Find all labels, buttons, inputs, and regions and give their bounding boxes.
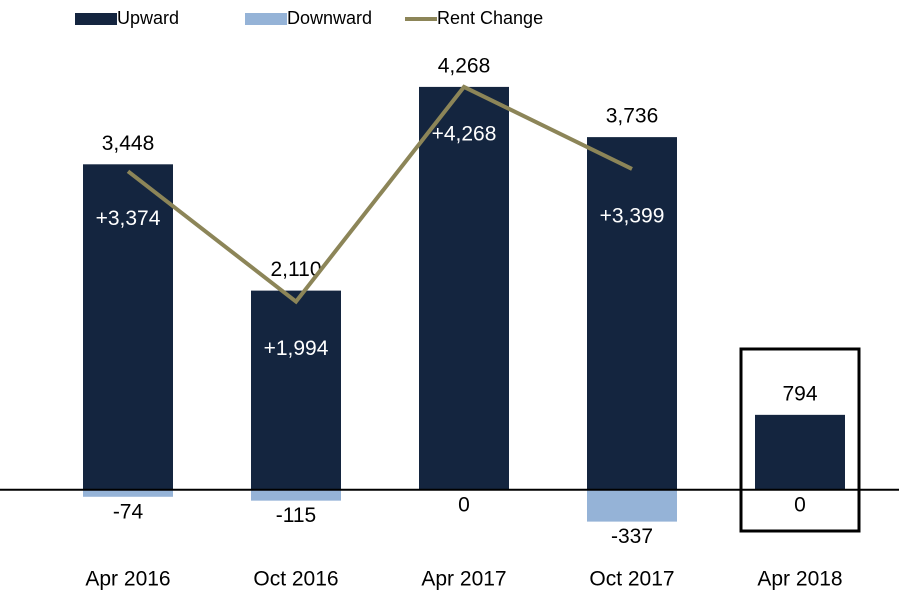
value-label: -337 — [611, 525, 653, 548]
legend-label: Downward — [287, 8, 372, 28]
value-label: 3,736 — [606, 105, 659, 128]
value-label: 794 — [782, 382, 817, 405]
x-tick-label: Apr 2017 — [421, 568, 506, 591]
line — [126, 84, 633, 305]
value-label: 4,268 — [438, 54, 491, 77]
value-label: 3,448 — [102, 132, 155, 155]
x-tick-label: Oct 2017 — [589, 568, 674, 591]
legend-label: Rent Change — [437, 8, 543, 28]
value-label: 0 — [794, 493, 806, 516]
highlight-box — [739, 347, 861, 533]
value-label: 2,110 — [271, 258, 322, 281]
bar — [587, 489, 677, 522]
bar — [251, 489, 341, 501]
value-label: 0 — [458, 493, 470, 516]
bar — [83, 489, 173, 497]
bar — [755, 414, 845, 490]
bar — [251, 290, 341, 490]
line-label: +4,268 — [432, 122, 497, 145]
line-label: +3,374 — [96, 207, 161, 230]
bar — [83, 164, 173, 490]
legend-swatch — [245, 13, 287, 25]
legend-label: Upward — [117, 8, 179, 28]
x-tick-label: Oct 2016 — [253, 568, 338, 591]
bar — [419, 86, 509, 490]
legend: Upward Downward Rent Change — [75, 8, 543, 28]
line-label: +1,994 — [264, 337, 329, 360]
value-label: -74 — [113, 500, 144, 523]
line-label: +3,399 — [600, 204, 665, 227]
value-label: -115 — [276, 504, 316, 527]
bar — [587, 137, 677, 490]
legend-swatch — [75, 13, 117, 25]
x-tick-label: Apr 2018 — [757, 568, 842, 591]
x-tick-label: Apr 2016 — [85, 568, 170, 591]
